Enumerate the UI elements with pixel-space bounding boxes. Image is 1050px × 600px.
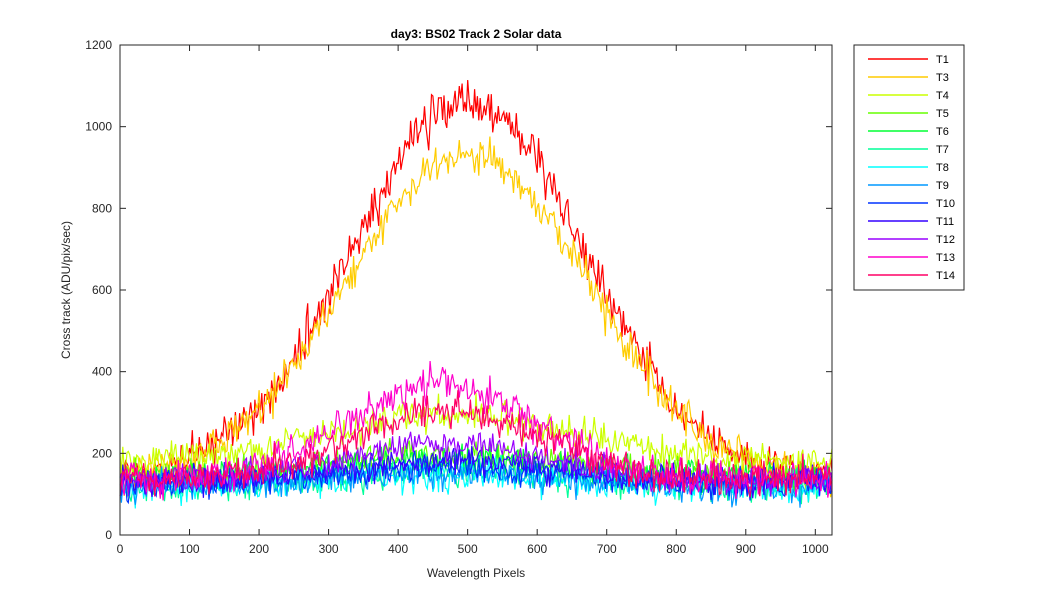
x-tick-label: 700 (597, 542, 617, 556)
y-tick-label: 1200 (85, 38, 112, 52)
legend-label-t12: T12 (936, 234, 955, 246)
y-tick-label: 1000 (85, 120, 112, 134)
x-axis: 0 100 200 300 400 500 600 700 800 900 1000 (117, 45, 829, 556)
y-axis-label: Cross track (ADU/pix/sec) (59, 221, 73, 359)
x-tick-label: 400 (388, 542, 408, 556)
series-line-t3 (119, 136, 833, 498)
y-tick-label: 200 (92, 446, 112, 460)
x-tick-label: 200 (249, 542, 269, 556)
legend-label-t11: T11 (936, 216, 954, 228)
y-tick-label: 0 (105, 528, 112, 542)
legend-label-t14: T14 (936, 270, 955, 282)
legend-label-t1: T1 (936, 54, 949, 66)
series-line-t14 (119, 390, 833, 498)
legend: T1 T3 T4 T5 T6 T7 T8 T9 T10 T11 T12 T13 T14 (853, 44, 965, 291)
x-tick-label: 500 (458, 542, 478, 556)
y-tick-label: 400 (92, 365, 112, 379)
x-tick-label: 300 (319, 542, 339, 556)
legend-label-t7: T7 (936, 144, 949, 156)
legend-label-t4: T4 (936, 90, 949, 102)
legend-label-t9: T9 (936, 180, 949, 192)
x-tick-label: 900 (736, 542, 756, 556)
legend-label-t13: T13 (936, 252, 955, 264)
y-tick-label: 600 (92, 283, 112, 297)
y-axis: 0 200 400 600 800 1000 1200 (85, 38, 832, 542)
legend-label-t5: T5 (936, 108, 949, 120)
x-tick-label: 600 (527, 542, 547, 556)
legend-label-t3: T3 (936, 72, 949, 84)
legend-label-t8: T8 (936, 162, 949, 174)
series-layer (119, 79, 833, 509)
x-axis-label: Wavelength Pixels (427, 566, 525, 580)
x-tick-label: 0 (117, 542, 124, 556)
x-tick-label: 800 (666, 542, 686, 556)
x-tick-label: 100 (180, 542, 200, 556)
x-tick-label: 1000 (802, 542, 829, 556)
series-line-t1 (120, 79, 833, 493)
legend-label-t6: T6 (936, 126, 949, 138)
chart-title: day3: BS02 Track 2 Solar data (391, 27, 562, 41)
legend-label-t10: T10 (936, 198, 955, 210)
y-tick-label: 800 (92, 201, 112, 215)
series-line-t11 (119, 445, 833, 499)
